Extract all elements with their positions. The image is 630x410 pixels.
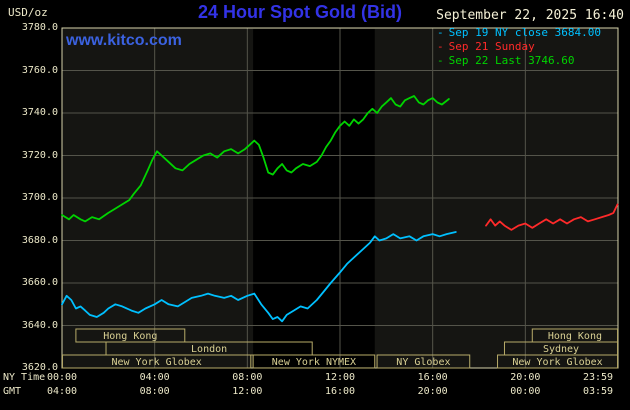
session-box xyxy=(252,354,376,369)
gmt-axis-label: GMT xyxy=(3,386,22,397)
session-label: Hong Kong xyxy=(103,331,157,342)
session-box xyxy=(376,354,471,369)
legend-item-sep21: - Sep 21 Sunday xyxy=(437,40,601,54)
session-label: NY Globex xyxy=(396,357,450,368)
legend-label-sep21: Sep 21 Sunday xyxy=(448,40,535,53)
session-box xyxy=(497,354,619,369)
series-line-1 xyxy=(485,203,619,231)
legend-dash: - xyxy=(437,26,444,39)
series-line-0 xyxy=(61,231,457,323)
legend-label-sep22: Sep 22 Last 3746.60 xyxy=(448,54,575,67)
series-line-2 xyxy=(61,95,450,223)
kitco-link[interactable]: www.kitco.com xyxy=(66,32,182,49)
legend-dash: - xyxy=(437,40,444,53)
session-box xyxy=(61,354,252,369)
session-label: New York Globex xyxy=(512,357,602,368)
session-label: Hong Kong xyxy=(548,331,602,342)
session-label: New York Globex xyxy=(111,357,201,368)
session-label: Sydney xyxy=(543,344,579,355)
legend-item-sep22: - Sep 22 Last 3746.60 xyxy=(437,54,601,68)
ny-time-axis-label: NY Time xyxy=(3,372,46,383)
session-label: New York NYMEX xyxy=(272,357,356,368)
page-title: 24 Hour Spot Gold (Bid) xyxy=(198,2,402,22)
legend-dash: - xyxy=(437,54,444,67)
session-label: London xyxy=(191,344,227,355)
price-units-label: USD/oz xyxy=(8,6,48,19)
legend-item-sep19: - Sep 19 NY close 3684.00 xyxy=(437,26,601,40)
chart-datetime: September 22, 2025 16:40 xyxy=(436,8,624,23)
legend-label-sep19: Sep 19 NY close 3684.00 xyxy=(448,26,601,39)
legend: - Sep 19 NY close 3684.00 - Sep 21 Sunda… xyxy=(437,26,601,68)
